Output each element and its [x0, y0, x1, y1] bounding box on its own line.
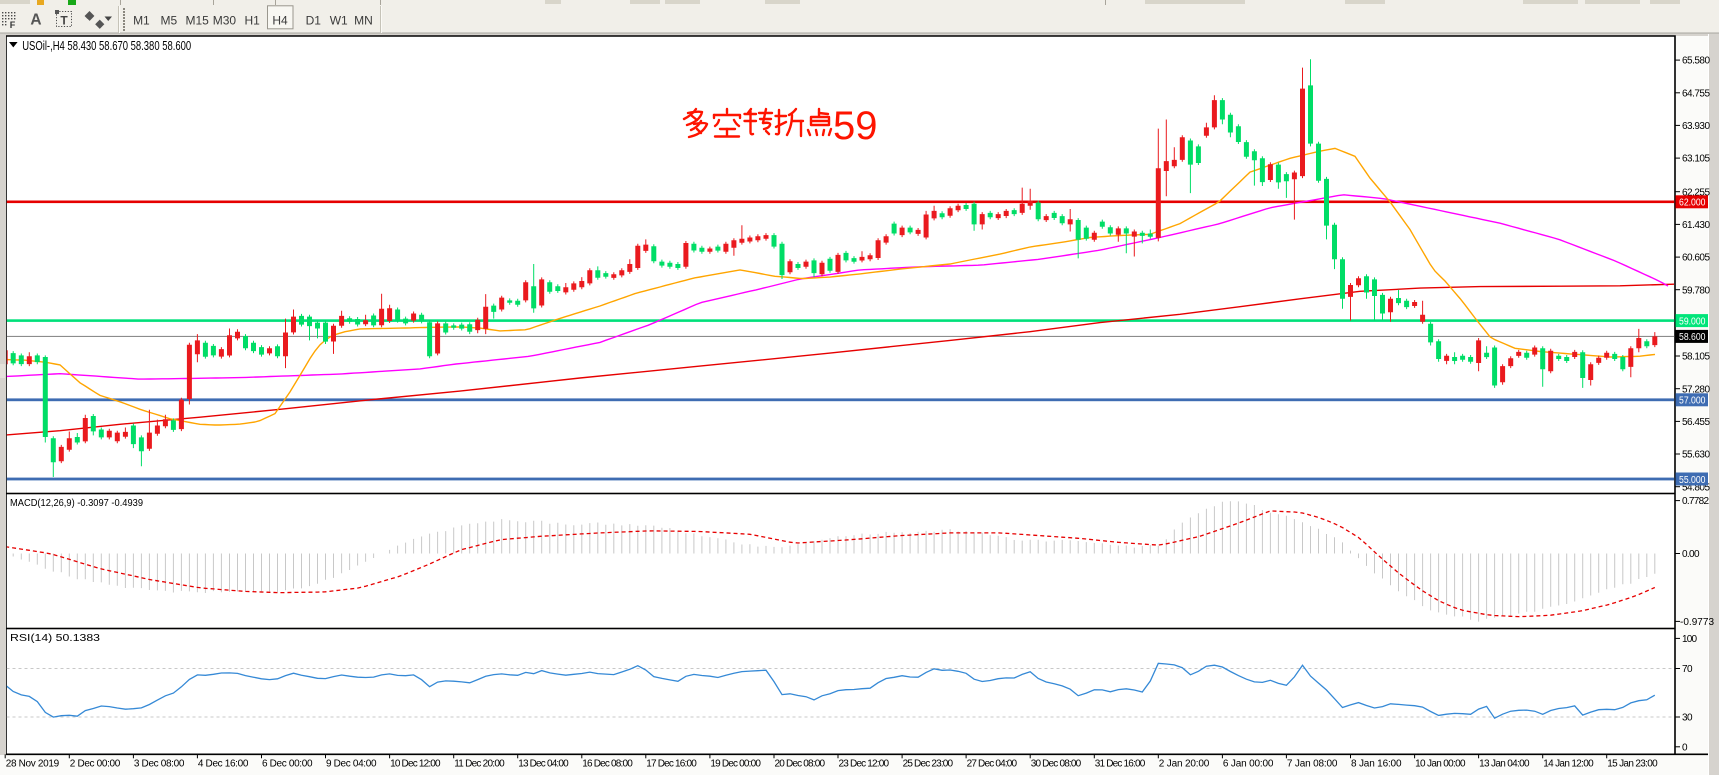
svg-text:59.780: 59.780 [1682, 285, 1710, 296]
svg-text:100: 100 [1682, 634, 1697, 645]
svg-text:55.000: 55.000 [1679, 475, 1706, 486]
svg-text:59: 59 [833, 104, 878, 148]
svg-text:61.430: 61.430 [1682, 220, 1710, 231]
svg-text:6 Dec 00:00: 6 Dec 00:00 [262, 759, 313, 770]
svg-text:58.600: 58.600 [1679, 332, 1706, 343]
svg-text:31 Dec 16:00: 31 Dec 16:00 [1095, 759, 1146, 770]
svg-text:M30: M30 [213, 13, 237, 27]
svg-text:D1: D1 [306, 13, 322, 27]
svg-text:62.255: 62.255 [1682, 187, 1710, 198]
svg-text:M15: M15 [186, 13, 210, 27]
svg-text:F: F [10, 20, 16, 30]
svg-text:RSI(14) 50.1383: RSI(14) 50.1383 [10, 633, 101, 644]
svg-text:H1: H1 [245, 13, 261, 27]
svg-text:10 Jan 00:00: 10 Jan 00:00 [1415, 759, 1466, 770]
svg-text:63.105: 63.105 [1682, 154, 1710, 165]
svg-text:13 Dec 04:00: 13 Dec 04:00 [518, 759, 569, 770]
svg-text:65.580: 65.580 [1682, 56, 1710, 67]
svg-text:57.000: 57.000 [1679, 396, 1706, 407]
svg-text:M5: M5 [160, 13, 177, 27]
svg-text:2 Jan 20:00: 2 Jan 20:00 [1159, 759, 1210, 770]
svg-text:0.7782: 0.7782 [1682, 496, 1709, 507]
svg-text:30: 30 [1682, 713, 1693, 724]
svg-text:58.105: 58.105 [1682, 352, 1710, 363]
svg-text:54.805: 54.805 [1682, 482, 1710, 493]
svg-text:70: 70 [1682, 664, 1693, 675]
svg-text:19 Dec 00:00: 19 Dec 00:00 [710, 759, 761, 770]
svg-text:30 Dec 08:00: 30 Dec 08:00 [1031, 759, 1082, 770]
svg-text:0.00: 0.00 [1682, 549, 1700, 560]
svg-text:13 Jan 04:00: 13 Jan 04:00 [1479, 759, 1530, 770]
svg-text:23 Dec 12:00: 23 Dec 12:00 [839, 759, 890, 770]
svg-text:7 Jan 08:00: 7 Jan 08:00 [1287, 759, 1338, 770]
svg-text:MN: MN [354, 13, 373, 27]
svg-text:59.000: 59.000 [1679, 316, 1706, 327]
svg-text:8 Jan 16:00: 8 Jan 16:00 [1351, 759, 1402, 770]
svg-text:A: A [30, 12, 41, 29]
svg-text:USOil-,H4 58.430 58.670 58.38: USOil-,H4 58.430 58.670 58.380 58.600 [22, 39, 191, 53]
svg-text:3 Dec 08:00: 3 Dec 08:00 [134, 759, 185, 770]
svg-text:W1: W1 [330, 13, 348, 27]
svg-text:9 Dec 04:00: 9 Dec 04:00 [326, 759, 377, 770]
svg-text:25 Dec 23:00: 25 Dec 23:00 [903, 759, 954, 770]
svg-text:64.755: 64.755 [1682, 88, 1710, 99]
svg-text:MACD(12,26,9) -0.3097 -0.4939: MACD(12,26,9) -0.3097 -0.4939 [10, 498, 143, 509]
svg-text:T: T [60, 14, 68, 28]
svg-text:57.280: 57.280 [1682, 384, 1710, 395]
svg-text:55.630: 55.630 [1682, 450, 1710, 461]
svg-text:M1: M1 [133, 13, 150, 27]
svg-text:11 Dec 20:00: 11 Dec 20:00 [454, 759, 505, 770]
svg-text:20 Dec 08:00: 20 Dec 08:00 [775, 759, 826, 770]
svg-text:63.930: 63.930 [1682, 121, 1710, 132]
svg-text:6 Jan 00:00: 6 Jan 00:00 [1223, 759, 1274, 770]
svg-text:62.000: 62.000 [1679, 198, 1706, 209]
svg-text:10 Dec 12:00: 10 Dec 12:00 [390, 759, 441, 770]
svg-text:27 Dec 04:00: 27 Dec 04:00 [967, 759, 1018, 770]
svg-text:4 Dec 16:00: 4 Dec 16:00 [198, 759, 249, 770]
svg-text:60.605: 60.605 [1682, 253, 1710, 264]
svg-text:28 Nov 2019: 28 Nov 2019 [6, 759, 60, 770]
svg-text:2 Dec 00:00: 2 Dec 00:00 [70, 759, 121, 770]
svg-text:-0.9773: -0.9773 [1680, 617, 1714, 628]
svg-text:56.455: 56.455 [1682, 417, 1710, 428]
svg-text:14 Jan 12:00: 14 Jan 12:00 [1543, 759, 1594, 770]
svg-text:H4: H4 [272, 13, 288, 27]
svg-text:16 Dec 08:00: 16 Dec 08:00 [582, 759, 633, 770]
svg-text:17 Dec 16:00: 17 Dec 16:00 [646, 759, 697, 770]
svg-text:15 Jan 23:00: 15 Jan 23:00 [1607, 759, 1658, 770]
svg-text:0: 0 [1682, 742, 1688, 753]
